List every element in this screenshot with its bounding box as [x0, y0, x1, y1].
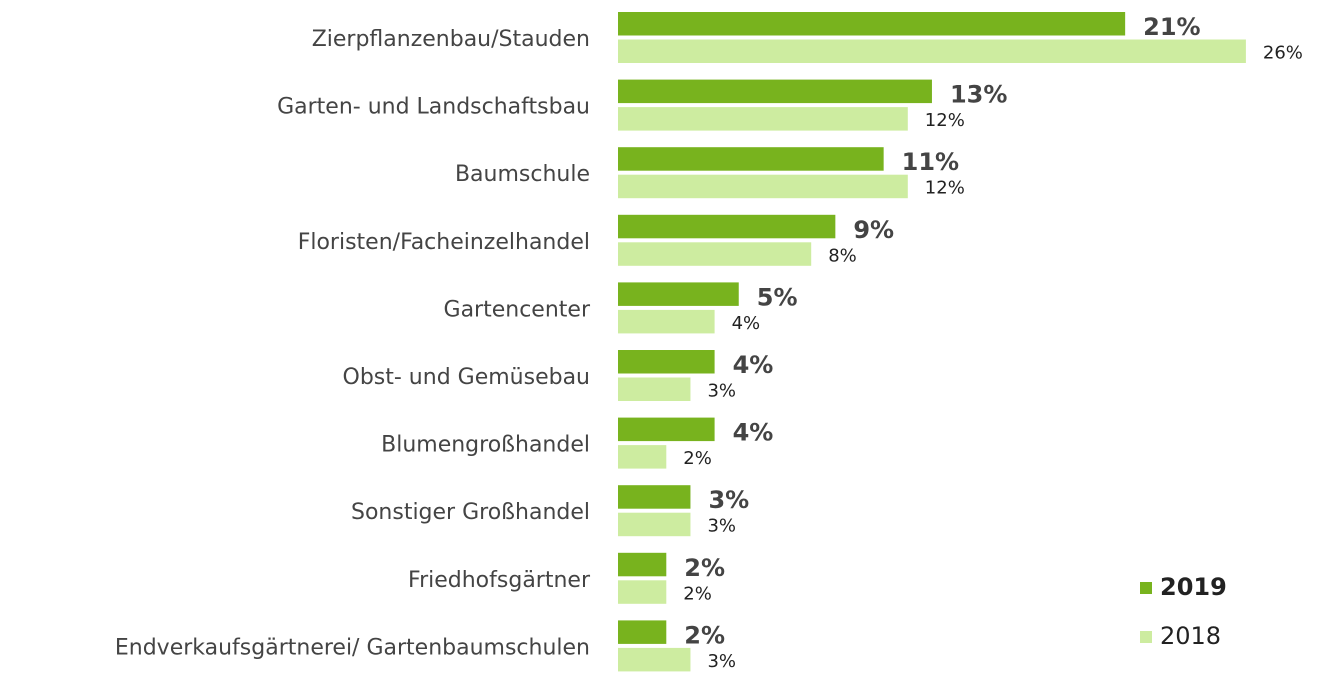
value-label: 5% — [757, 283, 798, 311]
bar — [618, 242, 812, 266]
bar — [618, 12, 1126, 36]
category-label: Baumschule — [455, 162, 590, 187]
value-label: 3% — [707, 381, 736, 402]
category-label: Friedhofsgärtner — [408, 568, 591, 593]
bar — [618, 350, 715, 374]
bar — [618, 214, 836, 239]
legend-swatch — [1140, 582, 1152, 594]
category-label: Sonstiger Großhandel — [351, 500, 590, 525]
value-label: 2% — [684, 554, 725, 582]
value-label: 9% — [853, 216, 894, 244]
value-label: 3% — [708, 486, 749, 514]
value-label: 4% — [733, 351, 774, 379]
value-label: 21% — [1143, 13, 1200, 41]
value-label: 26% — [1263, 43, 1303, 64]
bar — [618, 39, 1246, 63]
bar — [618, 485, 691, 509]
legend-swatch — [1140, 631, 1152, 643]
category-label: Garten- und Landschaftsbau — [277, 95, 590, 120]
category-label: Blumengroßhandel — [381, 433, 590, 458]
value-label: 3% — [707, 516, 736, 537]
value-label: 13% — [950, 81, 1007, 109]
bar — [618, 552, 667, 577]
bar — [618, 147, 884, 171]
bar — [618, 377, 691, 401]
bar — [618, 174, 908, 199]
value-label: 12% — [925, 110, 965, 131]
bar — [618, 282, 739, 306]
bar — [618, 512, 691, 537]
bar — [618, 417, 715, 442]
category-label: Obst- und Gemüsebau — [343, 365, 591, 390]
bar — [618, 620, 667, 644]
value-label: 12% — [925, 178, 965, 199]
bar — [618, 445, 667, 469]
value-label: 3% — [707, 651, 736, 672]
value-label: 11% — [902, 148, 959, 176]
value-label: 2% — [683, 583, 712, 604]
bar — [618, 107, 908, 131]
bar — [618, 647, 691, 672]
value-label: 2% — [683, 448, 712, 469]
bar — [618, 580, 667, 604]
bar — [618, 309, 715, 334]
value-label: 8% — [828, 245, 857, 266]
category-label: Zierpflanzenbau/Stauden — [312, 27, 590, 52]
category-label: Gartencenter — [444, 297, 591, 322]
bar — [618, 79, 932, 104]
legend-label: 2018 — [1160, 622, 1221, 650]
category-label: Floristen/Facheinzelhandel — [298, 230, 590, 255]
value-label: 4% — [732, 313, 761, 334]
legend-label: 2019 — [1160, 573, 1227, 601]
value-label: 2% — [684, 621, 725, 649]
category-label: Endverkaufsgärtnerei/ Gartenbaumschulen — [115, 635, 590, 660]
value-label: 4% — [733, 419, 774, 447]
